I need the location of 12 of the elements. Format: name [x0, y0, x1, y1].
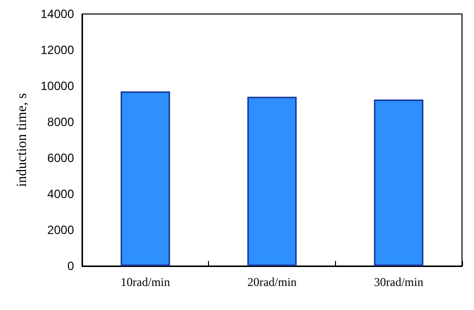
y-tick-label: 6000 [47, 151, 74, 165]
y-tick-label: 14000 [40, 7, 74, 21]
y-tick-label: 12000 [40, 43, 74, 57]
y-tick-label: 4000 [47, 187, 74, 201]
x-tick-label: 30rad/min [374, 275, 424, 289]
x-tick-label: 10rad/min [120, 275, 170, 289]
y-tick-label: 10000 [40, 79, 74, 93]
y-tick-label: 0 [67, 259, 74, 273]
y-axis-title: induction time, s [15, 93, 30, 187]
y-tick-label: 2000 [47, 223, 74, 237]
y-tick-label: 8000 [47, 115, 74, 129]
x-tick-label: 20rad/min [247, 275, 297, 289]
